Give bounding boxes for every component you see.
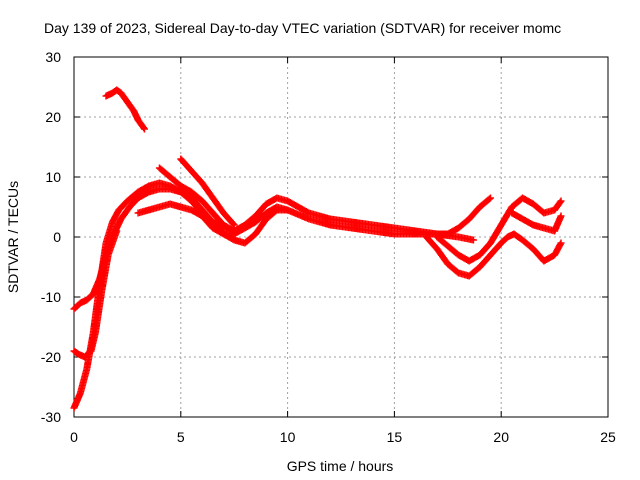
- y-tick-label: -30: [41, 409, 61, 425]
- x-tick-label: 5: [177, 429, 185, 445]
- series-track-4: [102, 86, 148, 133]
- series-track-3: [70, 227, 121, 361]
- x-tick-label: 10: [280, 429, 296, 445]
- series-track-7: [177, 155, 238, 229]
- data-point: [113, 227, 121, 235]
- x-axis-label: GPS time / hours: [287, 458, 394, 474]
- x-tick-label: 15: [387, 429, 403, 445]
- series-track-6: [155, 164, 249, 235]
- x-tick-label: 20: [493, 429, 509, 445]
- data-point: [229, 220, 237, 228]
- data-point: [487, 194, 495, 202]
- y-tick-label: 10: [45, 169, 61, 185]
- y-axis-label: SDTVAR / TECUs: [5, 181, 21, 293]
- series-track-9: [433, 194, 565, 265]
- data-point: [469, 236, 477, 244]
- y-tick-label: -20: [41, 349, 61, 365]
- x-tick-label: 0: [70, 429, 78, 445]
- y-tick-label: 0: [53, 229, 61, 245]
- series-track-8: [422, 230, 565, 280]
- data-point: [140, 125, 148, 133]
- axis-ticks: 0 5 10 15 20 25 -30 -20 -10 0 10 20 30: [41, 49, 616, 445]
- data-point: [241, 224, 249, 232]
- data-point: [485, 195, 493, 203]
- data-point: [140, 124, 148, 132]
- data-point: [230, 221, 238, 229]
- y-tick-label: 30: [45, 49, 61, 65]
- data-point: [557, 212, 565, 220]
- data-point: [557, 239, 565, 247]
- x-tick-label: 25: [600, 429, 616, 445]
- chart-title: Day 139 of 2023, Sidereal Day-to-day VTE…: [44, 20, 561, 36]
- data-point: [556, 198, 564, 206]
- grid-lines: [74, 57, 608, 417]
- y-tick-label: -10: [41, 289, 61, 305]
- series-track-10: [508, 209, 565, 235]
- y-tick-label: 20: [45, 109, 61, 125]
- data-point: [557, 197, 565, 205]
- data-points: [70, 86, 565, 412]
